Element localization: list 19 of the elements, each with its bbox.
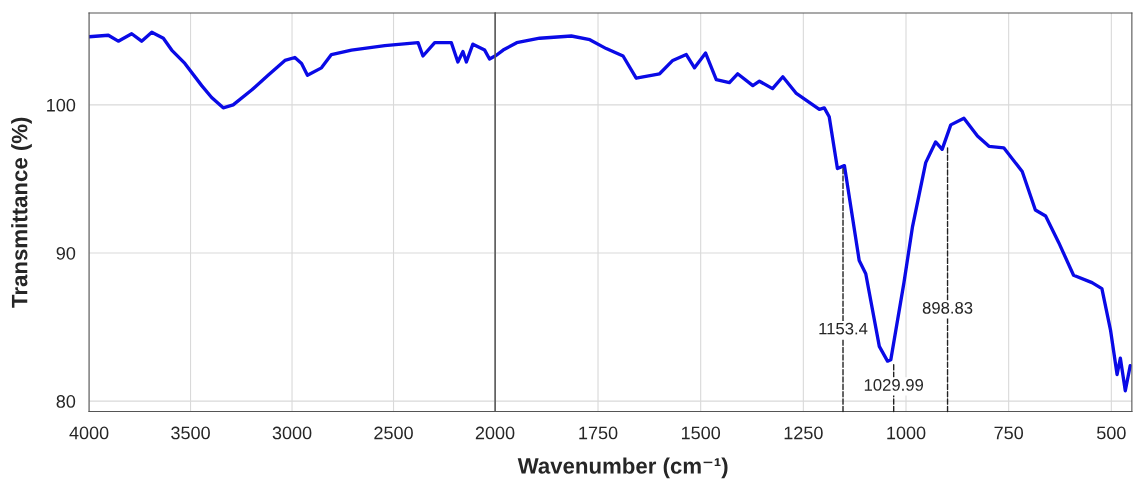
annotation: 898.83 — [922, 301, 973, 314]
x-tick-label: 750 — [994, 426, 1024, 440]
x-tick-label: 1000 — [887, 426, 926, 440]
x-tick-label: 500 — [1097, 426, 1126, 440]
y-tick-label: 90 — [56, 246, 76, 260]
y-tick-label: 80 — [56, 395, 76, 408]
x-tick-label: 1500 — [681, 426, 721, 440]
x-tick-label: 3000 — [272, 426, 312, 440]
y-axis-title: Transmittance (%) — [11, 117, 32, 308]
y-tick-label: 100 — [47, 98, 76, 112]
annotation: 1153.4 — [819, 322, 868, 335]
x-tick-label: 2000 — [475, 426, 515, 440]
x-tick-label: 3500 — [171, 426, 210, 440]
x-axis-title: Wavenumber (cm⁻¹) — [517, 457, 728, 479]
annotation: 1029.99 — [864, 379, 924, 391]
x-tick-label: 1750 — [579, 426, 618, 440]
x-tick-label: 4000 — [69, 426, 109, 440]
x-tick-label: 2500 — [374, 426, 413, 440]
x-tick-label: 1250 — [784, 426, 823, 440]
